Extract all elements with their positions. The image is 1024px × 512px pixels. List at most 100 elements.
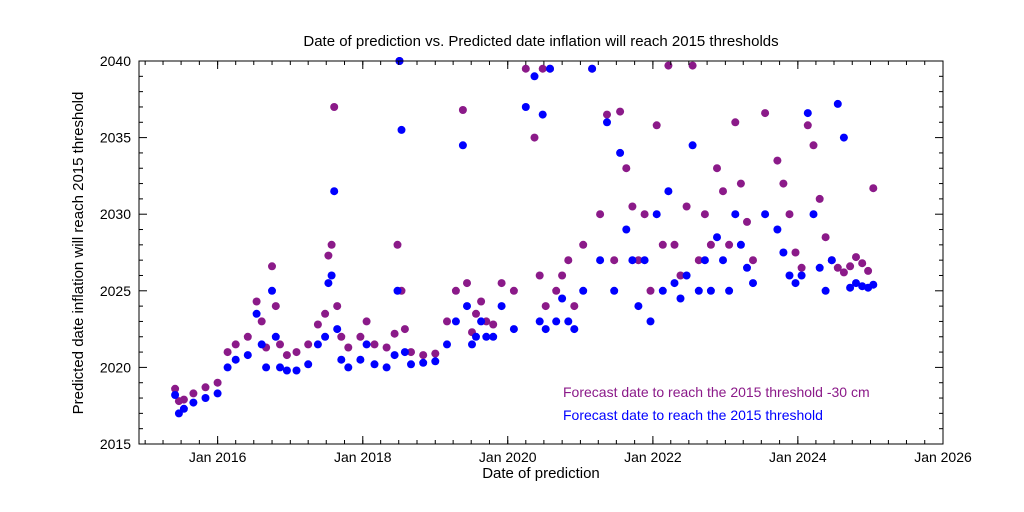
data-point-s0 <box>179 395 188 404</box>
data-point-s1 <box>839 133 848 142</box>
data-point-s1 <box>713 233 721 242</box>
data-point-s0 <box>535 271 544 280</box>
data-point-s1 <box>670 279 679 288</box>
data-point-s0 <box>719 187 727 196</box>
plot-frame <box>138 60 944 445</box>
data-point-s0 <box>271 302 280 311</box>
data-point-s1 <box>443 340 451 349</box>
data-point-s1 <box>327 271 336 280</box>
data-point-s0 <box>610 256 619 265</box>
data-point-s1 <box>231 355 240 364</box>
data-point-s1 <box>337 355 346 364</box>
data-point-s0 <box>579 240 588 249</box>
data-point-s0 <box>282 351 291 360</box>
data-point-s1 <box>622 225 631 234</box>
data-point-s1 <box>676 294 685 303</box>
data-point-s0 <box>419 351 428 360</box>
data-point-s0 <box>694 256 703 265</box>
data-point-s0 <box>463 279 471 288</box>
data-point-s0 <box>839 268 848 277</box>
data-point-s0 <box>731 118 740 127</box>
data-point-s1 <box>588 64 597 73</box>
data-point-s0 <box>558 271 567 280</box>
data-point-s0 <box>622 164 631 173</box>
data-point-s0 <box>382 343 391 352</box>
data-point-s1 <box>171 391 180 399</box>
data-point-s0 <box>337 332 346 341</box>
x-axis-title: Date of prediction <box>482 465 600 482</box>
data-point-s0 <box>791 248 800 257</box>
data-point-s1 <box>664 187 673 196</box>
data-point-s0 <box>171 384 180 393</box>
data-point-s0 <box>231 340 240 349</box>
data-point-s1 <box>530 72 539 81</box>
x-tick-label: Jan 2024 <box>769 449 827 465</box>
data-point-s0 <box>333 302 342 311</box>
data-point-s1 <box>785 271 794 280</box>
data-point-s0 <box>725 240 734 249</box>
data-point-s0 <box>779 179 788 188</box>
data-point-s1 <box>736 240 745 249</box>
x-tick-label: Jan 2018 <box>334 449 392 465</box>
y-axis-title: Predicted date inflation will reach 2015… <box>70 92 87 415</box>
data-point-s0 <box>749 256 757 265</box>
data-point-s1 <box>419 358 428 367</box>
data-point-s1 <box>570 325 579 334</box>
data-point-s0 <box>833 263 842 272</box>
data-point-s0 <box>243 332 252 341</box>
data-point-s0 <box>682 202 691 211</box>
data-point-s0 <box>356 332 365 341</box>
data-point-s1 <box>333 325 342 334</box>
data-point-s1 <box>546 64 554 73</box>
data-point-s1 <box>497 302 506 311</box>
data-point-s1 <box>541 325 550 334</box>
data-point-s0 <box>809 141 818 150</box>
data-point-s1 <box>330 187 339 196</box>
y-tick-label: 2025 <box>100 283 131 299</box>
legend-entry-30cm: Forecast date to reach the 2015 threshol… <box>563 384 870 400</box>
data-point-s0 <box>330 103 339 111</box>
data-point-s1 <box>603 118 611 127</box>
data-point-s0 <box>393 240 402 249</box>
data-point-s1 <box>761 210 770 219</box>
data-point-s0 <box>324 251 333 260</box>
data-point-s1 <box>292 366 301 375</box>
data-point-s1 <box>468 340 476 349</box>
data-point-s1 <box>463 302 471 311</box>
data-point-s0 <box>815 194 824 203</box>
data-point-s1 <box>458 141 467 150</box>
data-point-s0 <box>477 297 486 306</box>
chart-title: Date of prediction vs. Predicted date in… <box>303 33 778 50</box>
data-point-s1 <box>725 286 734 295</box>
data-point-s1 <box>201 394 210 402</box>
data-point-s0 <box>700 210 709 219</box>
data-point-s1 <box>827 256 836 265</box>
data-point-s0 <box>321 309 330 318</box>
data-point-s1 <box>344 363 353 372</box>
data-point-s0 <box>670 240 679 249</box>
data-point-s1 <box>809 210 818 219</box>
x-tick-label: Jan 2016 <box>189 449 247 465</box>
data-point-s1 <box>706 286 715 295</box>
data-point-s0 <box>497 279 506 288</box>
data-point-s1 <box>521 103 530 111</box>
data-point-s1 <box>846 283 855 292</box>
data-point-s0 <box>616 107 625 116</box>
data-point-s0 <box>541 302 550 311</box>
data-point-s1 <box>731 210 740 219</box>
data-point-s0 <box>706 240 715 249</box>
data-point-s0 <box>313 320 322 329</box>
data-point-s0 <box>628 202 637 211</box>
data-point-s1 <box>304 360 313 369</box>
data-point-s1 <box>271 332 280 341</box>
data-point-s0 <box>596 210 605 219</box>
data-point-s1 <box>821 286 830 295</box>
y-tick-label: 2040 <box>100 53 131 69</box>
data-point-s1 <box>646 317 655 326</box>
data-point-s1 <box>640 256 649 265</box>
data-point-s0 <box>213 378 222 387</box>
data-point-s0 <box>803 121 812 130</box>
data-point-s0 <box>327 240 336 249</box>
data-point-s0 <box>552 286 561 295</box>
